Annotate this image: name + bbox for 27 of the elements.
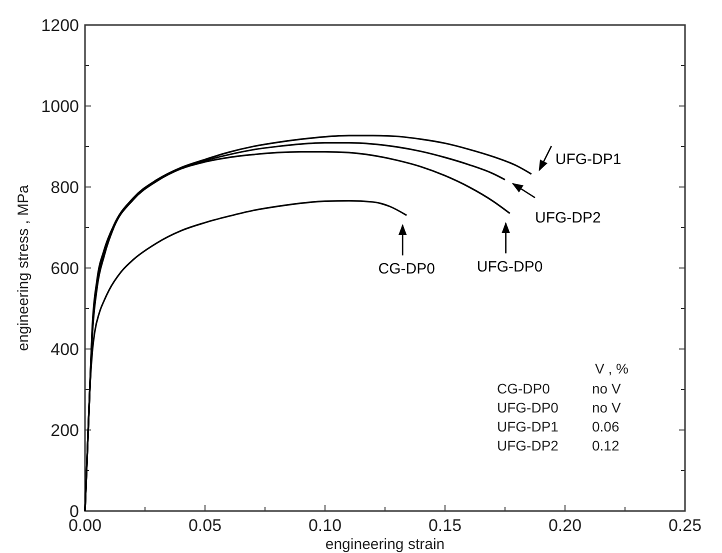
annotation: UFG-DP1 [497,418,559,434]
annotation: UFG-DP0 [497,399,559,416]
y-axis-title: engineering stress , MPa [15,184,32,351]
annotation: CG-DP0 [497,380,550,396]
annotation: no V [592,399,622,416]
y-tick-label: 400 [50,340,79,359]
x-tick-label: 0.10 [308,516,342,535]
series-label: UFG-DP1 [555,151,622,168]
y-tick-label: 200 [50,421,79,440]
annotation: 0.06 [592,418,620,434]
x-tick-label: 0.20 [548,516,582,535]
x-tick-label: 0.15 [428,516,462,535]
y-tick-label: 1200 [41,16,79,35]
y-tick-label: 600 [50,259,79,278]
x-tick-label: 0.05 [188,516,222,535]
x-tick-label: 0.25 [668,516,702,535]
y-tick-label: 1000 [41,97,79,116]
legend-label: CG-DP0 [378,260,435,278]
x-axis-title: engineering strain [325,536,445,553]
y-tick-label: 800 [50,178,79,197]
annotation: UFG-DP2 [497,437,559,454]
annotation: no V [592,380,622,396]
x-tick-label: 0.00 [68,516,102,535]
annotation: V , % [595,360,628,376]
annotation: 0.12 [592,437,620,454]
legend-label: UFG-DP0 [476,258,543,276]
legend-label: UFG-DP2 [535,210,601,227]
